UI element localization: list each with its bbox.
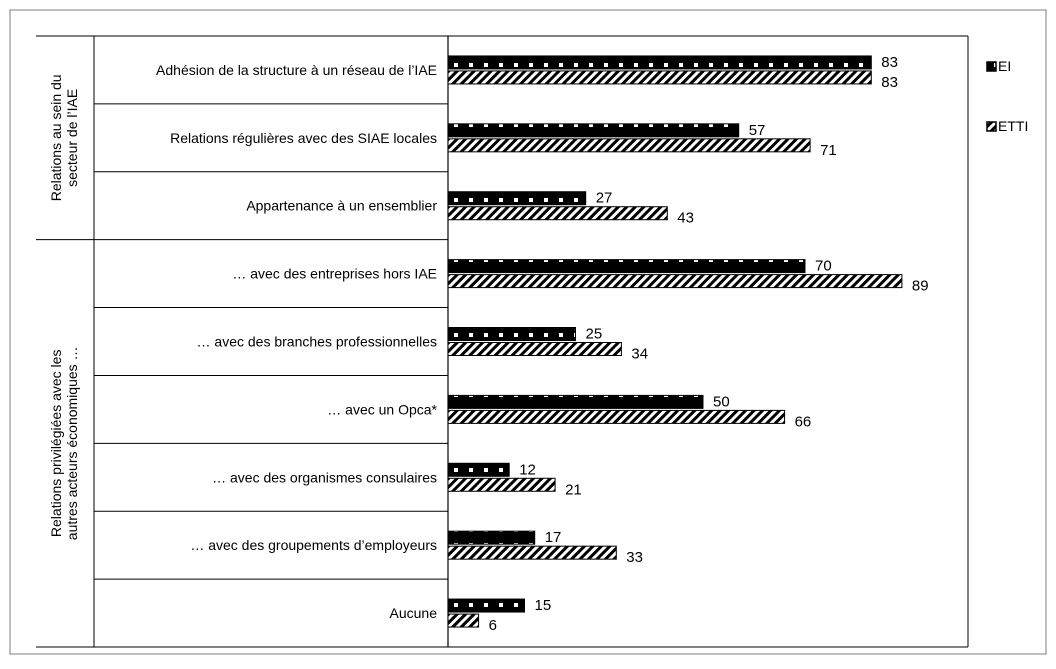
category-label: Aucune [390,605,438,621]
bar-ei [447,394,704,409]
bar-etti [447,342,622,356]
bar-etti [447,409,786,424]
bar-ei [447,598,525,613]
legend-label: EI [998,58,1011,74]
group-label-line: autres acteurs économiques … [64,346,80,540]
category-label: Appartenance à un ensemblier [246,198,437,214]
data-label: 66 [795,413,812,430]
category-label: … avec des entreprises hors IAE [232,266,437,282]
group-label: Relations privilégiées avec lesautres ac… [48,346,80,540]
data-label: 6 [489,617,497,634]
category-label: … avec des branches professionnelles [197,334,437,350]
category-label: Adhésion de la structure à un réseau de … [156,62,437,78]
data-label: 12 [519,461,536,478]
data-label: 43 [677,210,694,227]
bar-etti [447,138,811,153]
data-label: 15 [535,597,552,614]
data-label: 71 [820,142,837,159]
category-label: Relations régulières avec des SIAE local… [170,130,437,146]
data-label: 25 [586,326,603,343]
bar-ei [447,259,806,274]
data-label: 21 [565,481,582,498]
chart-frame [9,9,1047,655]
data-label: 89 [912,278,929,295]
bar-etti [447,70,872,85]
data-label: 50 [713,393,730,410]
bar-etti [447,545,617,560]
category-label: … avec des groupements d’employeurs [190,537,437,553]
data-label: 83 [881,54,898,71]
data-label: 34 [631,346,648,363]
bar-etti [447,477,556,492]
bar-ei [447,123,740,138]
bar-ei [447,327,576,341]
bar-ei [447,530,536,545]
bar-ei [447,55,872,70]
legend-swatch-etti [986,121,997,132]
legend-swatch-ei [986,61,997,72]
category-label: … avec un Opca* [327,401,437,417]
bar-ei [447,191,587,206]
category-label: … avec des organismes consulaires [212,469,437,485]
data-label: 33 [626,549,643,566]
bar-etti [447,206,668,221]
bar-etti [447,613,480,628]
group-label-line: Relations privilégiées avec les [48,350,64,538]
data-label: 70 [815,258,832,275]
data-label: 83 [881,74,898,91]
legend-label: ETTI [998,118,1028,134]
bar-ei [447,462,510,477]
bar-etti [447,274,903,289]
group-label-line: Relations au sein du [48,74,64,201]
data-label: 27 [596,190,613,207]
group-label-line: secteur de l’IAE [64,89,80,187]
group-label: Relations au sein dusecteur de l’IAE [48,74,80,201]
data-label: 57 [749,122,766,139]
data-label: 17 [545,529,562,546]
